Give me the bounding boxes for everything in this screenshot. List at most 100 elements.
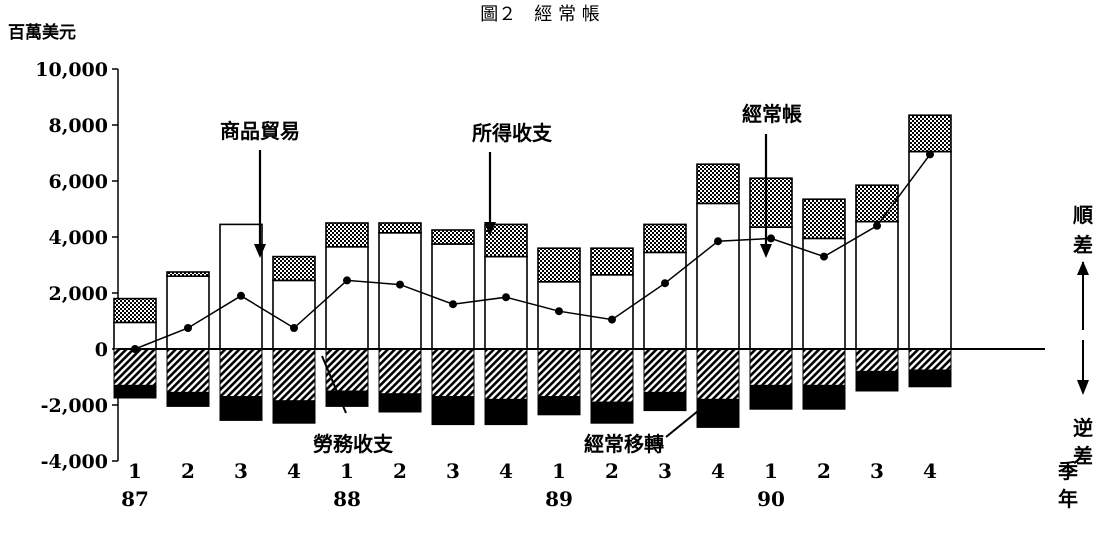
bar-current-transfers — [855, 370, 899, 392]
annotation-services-leader — [321, 355, 347, 414]
annotation-goods-arrow-head — [254, 244, 266, 258]
bar-services — [378, 348, 422, 395]
bar-current-transfers — [696, 398, 740, 428]
bar-current-transfers — [378, 393, 422, 413]
bar-income — [855, 184, 899, 223]
y-tick-label: 10,000 — [35, 59, 108, 81]
bar-goods-trade — [431, 243, 475, 350]
y-unit-label: 百萬美元 — [8, 22, 76, 43]
bar-services — [802, 348, 846, 386]
plot-area: 10,000 8,000 6,000 4,000 2,000 0 -2,000 -4,000 1… — [35, 59, 1094, 511]
bar-current-transfers — [537, 396, 581, 416]
bar-services — [696, 348, 740, 400]
x-quarter-label: 3 — [870, 459, 884, 483]
annotation-income-arrow-head — [484, 222, 496, 236]
y-tick-label: 8,000 — [49, 115, 109, 137]
annotation-services: 勞務收支 — [313, 432, 394, 456]
bar-income — [908, 114, 952, 153]
current-account-point — [343, 276, 351, 285]
current-account-line — [134, 153, 931, 350]
annotation-goods-trade: 商品貿易 — [220, 119, 300, 143]
side-label-surplus-1: 順 — [1073, 203, 1094, 227]
x-year-label: 90 — [757, 487, 785, 511]
x-unit-year: 年 — [1058, 487, 1078, 511]
current-account-point — [396, 280, 404, 289]
current-account-point — [661, 279, 669, 288]
y-tick-label: -4,000 — [41, 451, 108, 473]
bar-services — [484, 348, 528, 400]
side-arrow-up-head — [1077, 261, 1089, 275]
bar-current-transfers — [219, 396, 263, 421]
bar-services — [590, 348, 634, 403]
bar-services — [325, 348, 369, 392]
bar-services — [113, 348, 157, 386]
bar-current-transfers — [802, 384, 846, 410]
bar-services — [908, 348, 952, 371]
x-quarter-label: 1 — [340, 459, 354, 483]
side-arrow-down-head — [1077, 380, 1089, 395]
bar-income — [590, 247, 634, 276]
bar-goods-trade — [855, 220, 899, 350]
current-account-point — [926, 150, 934, 159]
current-account-point — [767, 234, 775, 243]
annotation-income: 所得收支 — [472, 121, 553, 145]
bar-services — [749, 348, 793, 386]
bar-services — [272, 348, 316, 402]
bar-goods-trade — [537, 280, 581, 350]
x-year-label: 87 — [121, 487, 149, 511]
annotation-ca-arrow-head — [760, 244, 772, 258]
bar-goods-trade — [484, 255, 528, 350]
bar-goods-trade — [325, 246, 369, 350]
bar-goods-trade — [378, 232, 422, 350]
bar-income — [696, 163, 740, 205]
current-account-point — [608, 315, 616, 324]
current-account-point — [184, 324, 192, 332]
bar-income — [749, 177, 793, 228]
x-year-label: 89 — [545, 487, 573, 511]
y-tick-label: 6,000 — [49, 171, 109, 193]
bar-income — [431, 229, 475, 245]
current-account-point — [714, 237, 722, 246]
bar-current-transfers — [749, 384, 793, 410]
x-quarter-label: 2 — [605, 459, 619, 483]
bar-current-transfers — [643, 391, 687, 412]
bar-goods-trade — [696, 202, 740, 350]
current-account-point — [820, 252, 828, 261]
x-quarter-label: 2 — [817, 459, 831, 483]
y-tick-label: 2,000 — [49, 283, 109, 305]
bar-goods-trade — [590, 273, 634, 350]
y-tick-label: 0 — [95, 339, 108, 361]
annotation-transfers-leader — [665, 397, 715, 438]
side-label-deficit-1: 逆 — [1073, 416, 1093, 440]
x-quarter-label: 4 — [287, 459, 301, 483]
bar-income — [113, 297, 157, 324]
bar-services — [219, 348, 263, 398]
x-quarter-label: 3 — [658, 459, 672, 483]
side-label-surplus-2: 差 — [1073, 233, 1093, 257]
bar-income — [537, 247, 581, 283]
bar-services — [643, 348, 687, 393]
bar-current-transfers — [166, 391, 210, 407]
x-quarter-label: 4 — [499, 459, 513, 483]
x-quarter-label: 1 — [764, 459, 778, 483]
x-quarter-label: 4 — [711, 459, 725, 483]
x-quarter-label: 1 — [128, 459, 142, 483]
x-year-label: 88 — [333, 487, 361, 511]
current-account-point — [237, 291, 245, 300]
bar-current-transfers — [272, 400, 316, 424]
bar-current-transfers — [590, 401, 634, 424]
bar-services — [166, 348, 210, 393]
bar-goods-trade — [908, 150, 952, 350]
y-tick-label: 4,000 — [49, 227, 109, 249]
bar-income — [272, 255, 316, 282]
bar-services — [431, 348, 475, 398]
chart-title: 圖２ 經 常 帳 — [480, 4, 599, 25]
bar-current-transfers — [113, 384, 157, 399]
x-quarter-label: 1 — [552, 459, 566, 483]
y-tick-label: -2,000 — [41, 395, 108, 417]
bar-income — [378, 222, 422, 234]
x-quarter-label: 2 — [393, 459, 407, 483]
annotation-transfers: 經常移轉 — [584, 432, 664, 456]
bar-services — [855, 348, 899, 372]
